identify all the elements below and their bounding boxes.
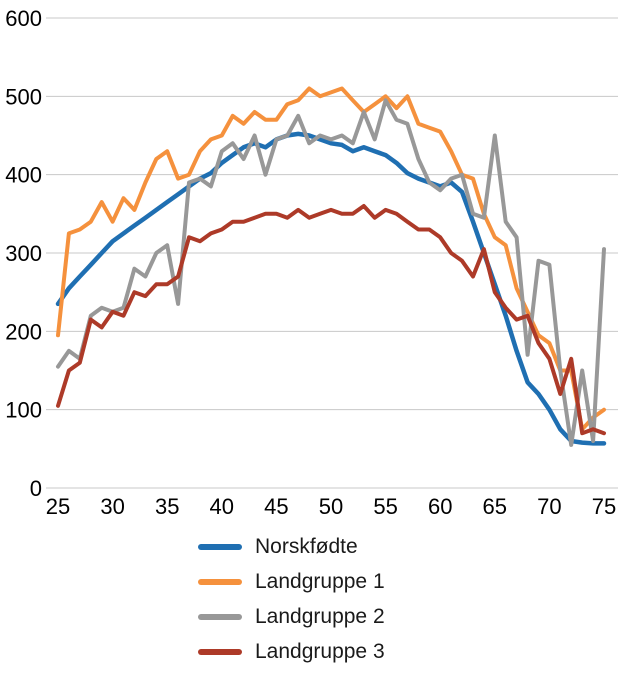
legend-item-landgruppe-1: Landgruppe 1 — [198, 569, 385, 595]
y-tick-label-300: 300 — [5, 241, 42, 266]
x-tick-label-60: 60 — [428, 494, 452, 519]
legend-item-landgruppe-3: Landgruppe 3 — [198, 639, 385, 665]
x-tick-label-45: 45 — [264, 494, 288, 519]
x-tick-label-30: 30 — [100, 494, 124, 519]
x-tick-label-65: 65 — [483, 494, 507, 519]
y-tick-label-0: 0 — [30, 476, 42, 501]
legend-swatch-landgruppe-1 — [198, 579, 242, 585]
line-chart: 0 100 200 300 400 500 600 25 30 35 40 45 50 55 60 65 70 7… — [5, 6, 618, 519]
y-tick-label-200: 200 — [5, 319, 42, 344]
y-tick-label-400: 400 — [5, 163, 42, 188]
legend-item-landgruppe-2: Landgruppe 2 — [198, 604, 385, 630]
x-tick-label-70: 70 — [537, 494, 561, 519]
series-line-landgruppe-1 — [56, 86, 606, 432]
series-line-norskfødte — [55, 131, 607, 446]
x-tick-label-75: 75 — [592, 494, 616, 519]
x-tick-label-35: 35 — [155, 494, 179, 519]
y-tick-label-500: 500 — [5, 84, 42, 109]
legend-item-norskfodte: Norskfødte — [198, 534, 385, 560]
legend-swatch-landgruppe-2 — [198, 614, 242, 620]
legend-swatch-landgruppe-3 — [198, 649, 242, 655]
y-tick-label-600: 600 — [5, 6, 42, 31]
legend-label-landgruppe-3: Landgruppe 3 — [255, 640, 385, 663]
x-tick-label-55: 55 — [373, 494, 397, 519]
legend: Norskfødte Landgruppe 1 Landgruppe 2 Lan… — [198, 534, 385, 665]
legend-label-landgruppe-2: Landgruppe 2 — [255, 605, 385, 628]
legend-swatch-norskfodte — [198, 544, 242, 550]
series-line-landgruppe-2 — [56, 98, 606, 447]
legend-label-norskfodte: Norskfødte — [255, 535, 358, 558]
y-tick-label-100: 100 — [5, 398, 42, 423]
x-tick-label-25: 25 — [46, 494, 70, 519]
series-line-landgruppe-3 — [56, 204, 606, 436]
x-tick-label-50: 50 — [319, 494, 343, 519]
x-tick-label-40: 40 — [210, 494, 234, 519]
legend-label-landgruppe-1: Landgruppe 1 — [255, 570, 385, 593]
